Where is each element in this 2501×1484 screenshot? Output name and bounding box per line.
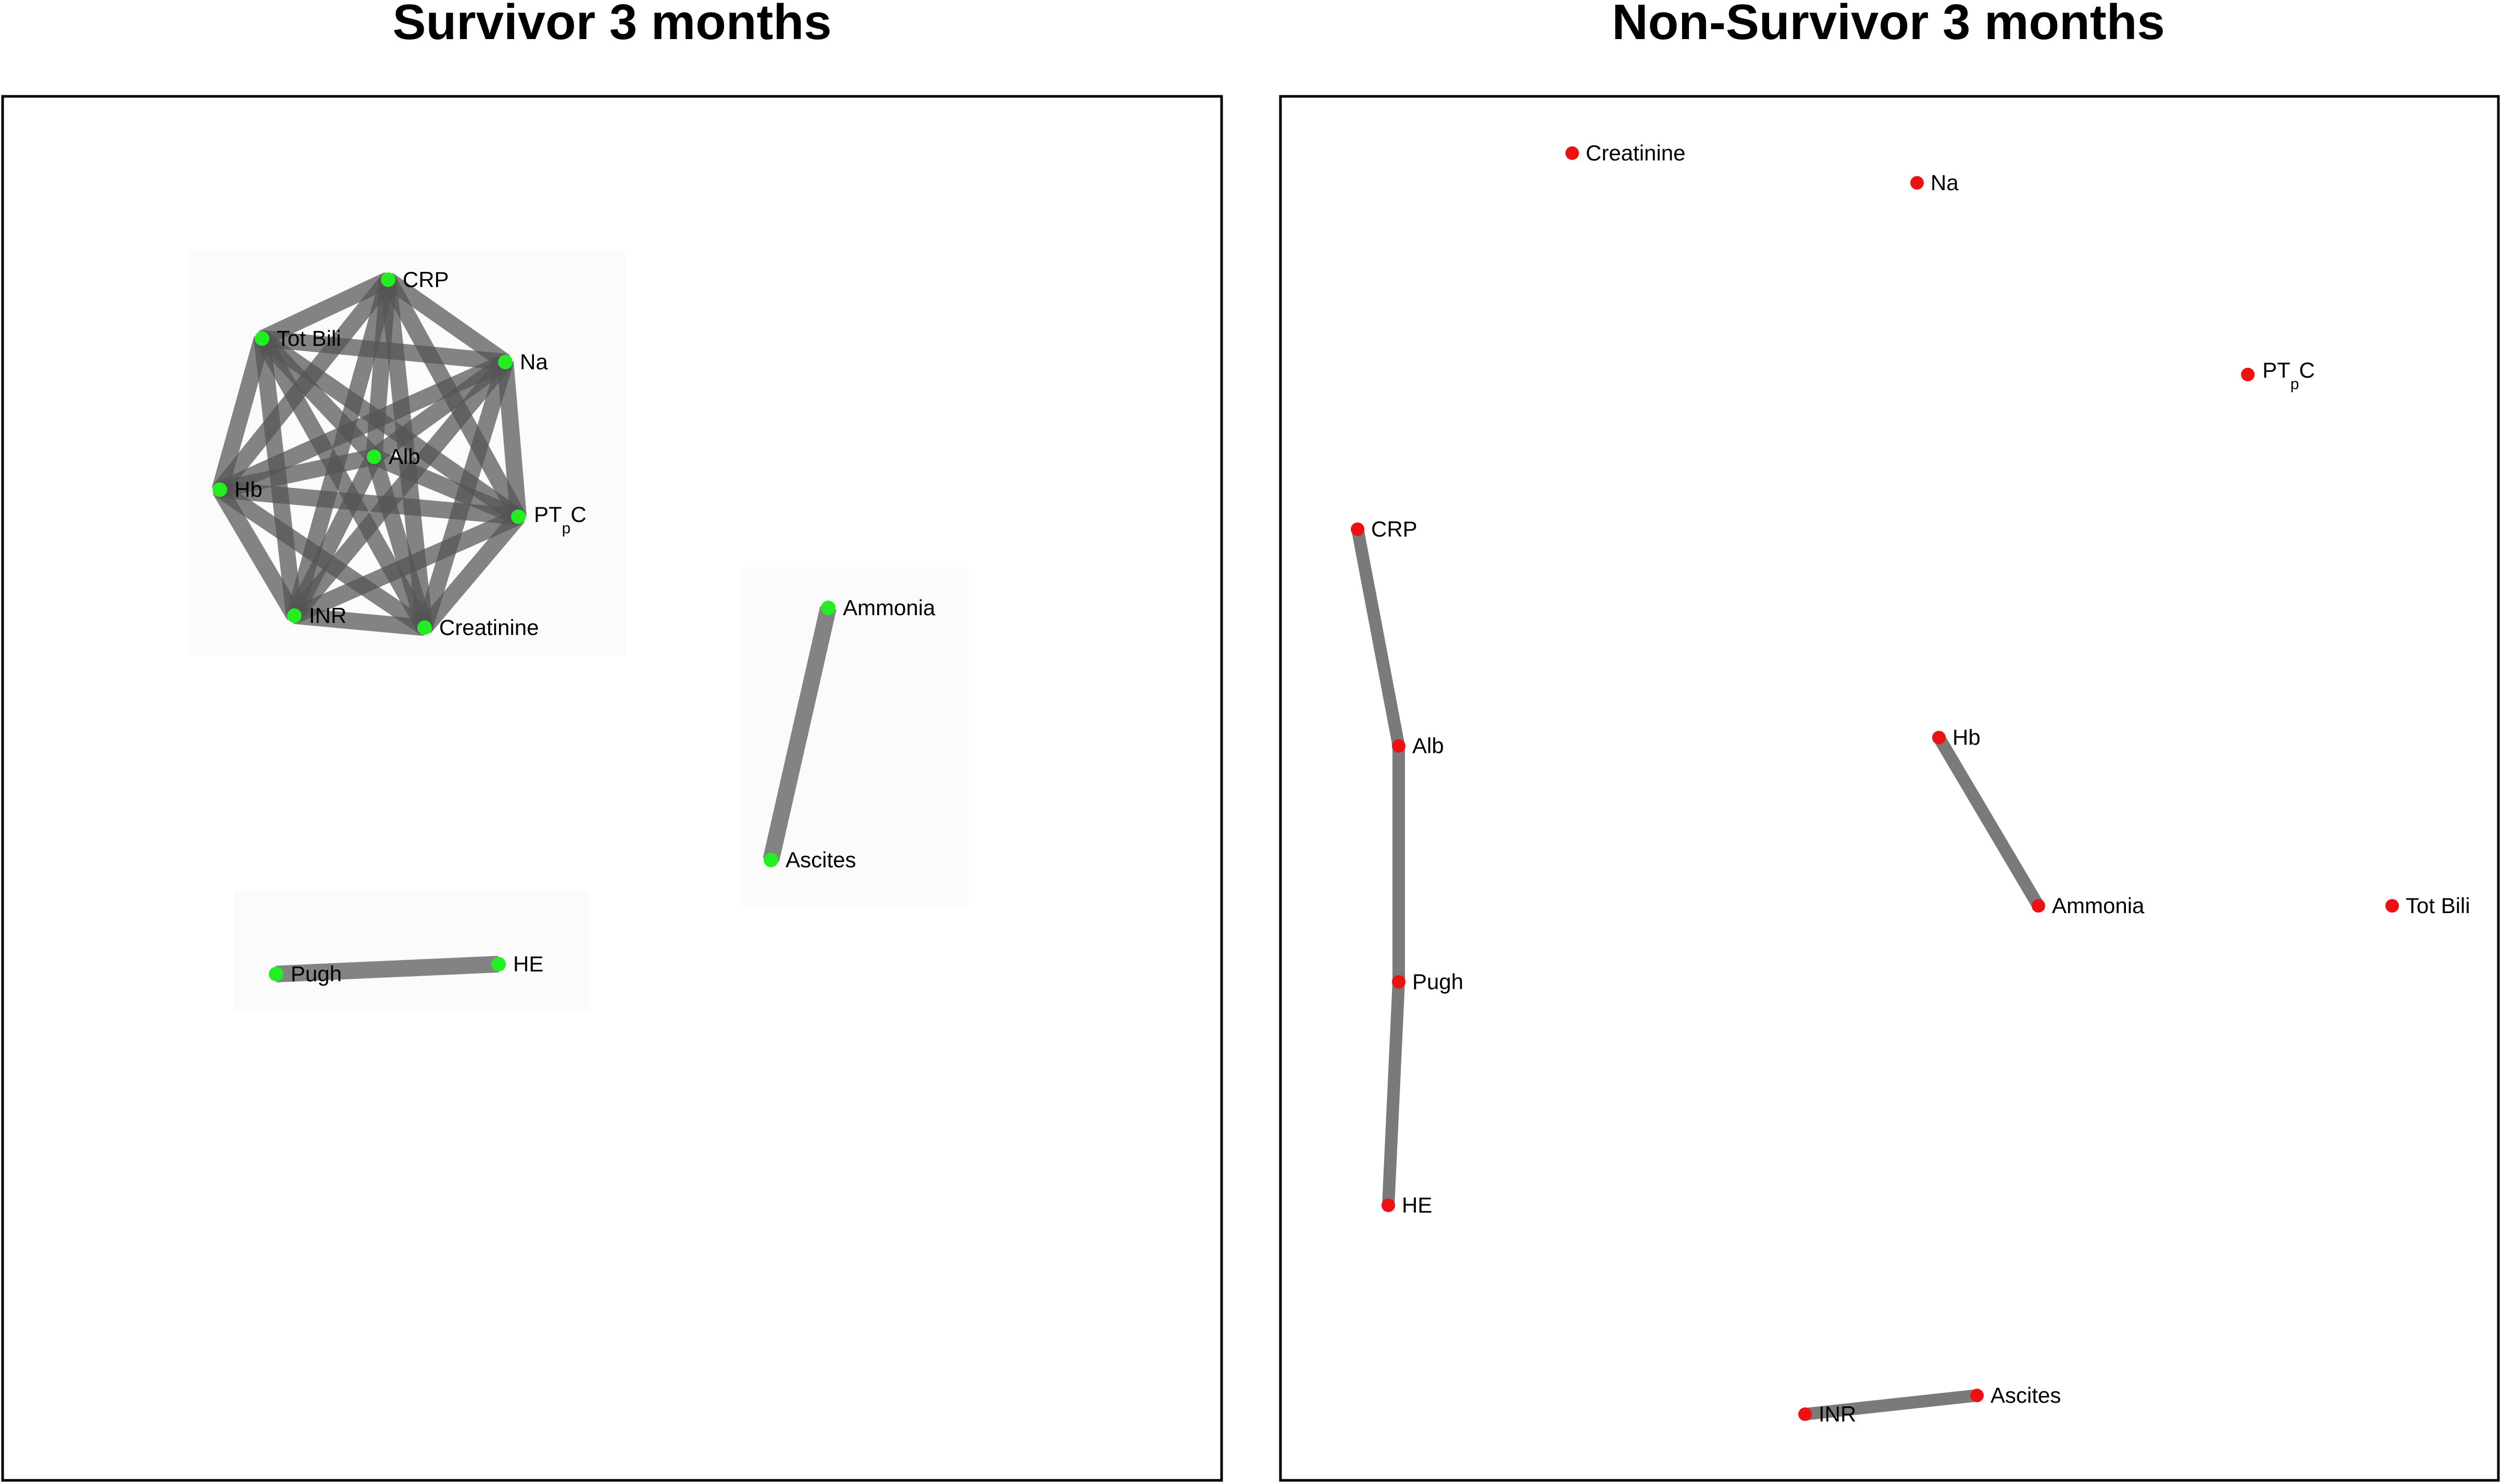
nonsurvivor-node-inr <box>1798 1407 1812 1421</box>
survivor-panel: Survivor 3 months CRP Tot Bili Na Alb Hb PTpC… <box>1 0 1223 1482</box>
survivor-node-label-ammonia: Ammonia <box>843 595 936 620</box>
survivor-edge-hb-inr <box>213 485 302 620</box>
survivor-node-ammonia <box>821 601 836 615</box>
survivor-edge-totbili-na <box>261 330 506 370</box>
nonsurvivor-node-label-alb: Alb <box>1412 733 1444 758</box>
survivor-node-label-alb: Alb <box>389 444 420 469</box>
survivor-node-ascites <box>764 853 778 867</box>
survivor-nodes: CRP Tot Bili Na Alb Hb PTpC INR Creatinine Ammon… <box>213 267 936 986</box>
survivor-node-label-na: Na <box>520 350 548 374</box>
survivor-edge-na-ptpc <box>497 361 527 518</box>
nonsurvivor-node-ammonia <box>2032 899 2045 913</box>
survivor-edge-alb-creatinine <box>366 454 433 630</box>
survivor-pair-background-pugh <box>234 891 589 1011</box>
survivor-edge-totbili-creatinine <box>255 334 432 632</box>
survivor-node-label-pugh: Pugh <box>291 962 342 986</box>
survivor-node-label-he: HE <box>513 952 543 976</box>
nonsurvivor-panel: Non-Survivor 3 months Creatinine Na PTpC CR… <box>1279 0 2500 1482</box>
survivor-node-ptpc <box>511 509 526 524</box>
nonsurvivor-node-label-ascites: Ascites <box>1990 1383 2061 1407</box>
nonsurvivor-node-label-creatinine: Creatinine <box>1586 141 1685 165</box>
nonsurvivor-node-label-pugh: Pugh <box>1412 969 1463 994</box>
nonsurvivor-edge-pugh-he <box>1382 981 1405 1206</box>
survivor-node-label-hb: Hb <box>234 477 263 502</box>
survivor-node-na <box>498 355 513 369</box>
nonsurvivor-node-totbili <box>2385 899 2399 913</box>
nonsurvivor-node-label-he: HE <box>1402 1193 1432 1217</box>
nonsurvivor-node-label-inr: INR <box>1819 1402 1856 1426</box>
nonsurvivor-node-label-hb: Hb <box>1952 725 1981 750</box>
survivor-edge-ptpc-creatinine <box>418 511 525 633</box>
nonsurvivor-panel-title: Non-Survivor 3 months <box>1612 0 2164 50</box>
survivor-node-pugh <box>269 967 283 981</box>
survivor-edge-crp-na <box>383 272 511 369</box>
nonsurvivor-edge-hb-ammonia <box>1933 734 2044 909</box>
survivor-edge-hb-creatinine <box>215 482 429 635</box>
nonsurvivor-node-hb <box>1932 731 1946 744</box>
survivor-edge-pugh-he <box>276 956 499 982</box>
survivor-edge-ptpc-inr <box>291 509 522 623</box>
survivor-node-hb <box>213 482 227 497</box>
survivor-node-he <box>491 957 506 971</box>
nonsurvivor-node-label-na: Na <box>1931 170 1959 195</box>
survivor-node-label-ascites: Ascites <box>786 847 856 872</box>
nonsurvivor-edge-crp-alb <box>1351 528 1405 747</box>
nonsurvivor-node-he <box>1382 1199 1395 1212</box>
survivor-node-crp <box>381 272 395 287</box>
survivor-node-alb <box>367 450 381 464</box>
survivor-node-label-creatinine: Creatinine <box>439 615 539 640</box>
nonsurvivor-nodes: Creatinine Na PTpC CRP Alb Hb Ammonia Tot Bili P… <box>1351 141 2470 1426</box>
nonsurvivor-node-creatinine <box>1565 146 1579 160</box>
survivor-edges <box>211 272 837 982</box>
nonsurvivor-node-na <box>1910 176 1924 190</box>
nonsurvivor-node-ptpc <box>2241 368 2255 381</box>
nonsurvivor-node-label-totbili: Tot Bili <box>2406 893 2470 918</box>
nonsurvivor-panel-frame <box>1279 95 2500 1482</box>
nonsurvivor-node-pugh <box>1392 975 1405 989</box>
survivor-node-inr <box>287 608 302 623</box>
nonsurvivor-node-label-ammonia: Ammonia <box>2052 893 2145 918</box>
nonsurvivor-node-label-ptpc: PTpC <box>2262 358 2315 393</box>
nonsurvivor-node-label-crp: CRP <box>1371 517 1417 541</box>
nonsurvivor-node-alb <box>1392 739 1405 753</box>
nonsurvivor-edge-inr-ascites <box>1804 1389 1978 1420</box>
survivor-node-label-inr: INR <box>309 603 346 628</box>
survivor-edge-na-hb <box>216 354 509 497</box>
survivor-node-creatinine <box>417 620 432 635</box>
survivor-node-label-ptpc: PTpC <box>534 502 587 537</box>
survivor-edge-hb-ptpc <box>219 481 519 525</box>
survivor-edge-inr-creatinine <box>293 607 426 636</box>
survivor-edge-ammonia-ascites <box>763 606 837 862</box>
survivor-edge-crp-totbili <box>258 272 392 346</box>
survivor-node-label-crp: CRP <box>403 267 449 292</box>
nonsurvivor-node-ascites <box>1970 1389 1984 1402</box>
survivor-edge-alb-inr <box>287 453 382 620</box>
survivor-node-label-totbili: Tot Bili <box>277 326 341 351</box>
survivor-node-totbili <box>255 331 269 346</box>
survivor-panel-frame <box>1 95 1223 1482</box>
survivor-panel-title: Survivor 3 months <box>393 0 832 50</box>
nonsurvivor-edges <box>1351 528 2044 1420</box>
nonsurvivor-node-crp <box>1351 522 1364 536</box>
survivor-edge-totbili-hb <box>211 336 270 492</box>
